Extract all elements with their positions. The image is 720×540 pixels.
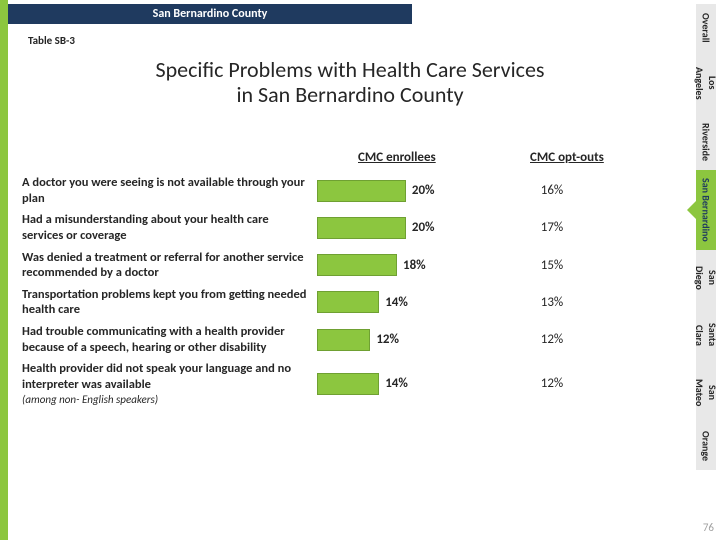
tab-overall[interactable]: Overall — [696, 4, 716, 52]
bar — [317, 217, 406, 239]
row-label: Was denied a treatment or referral for a… — [22, 250, 317, 281]
table-row: Had trouble communicating with a health … — [22, 324, 692, 355]
row-label: Health provider did not speak your langu… — [22, 361, 317, 406]
bar-cell: 14% — [317, 373, 477, 395]
bar-cell: 12% — [317, 329, 477, 351]
tab-riverside[interactable]: Riverside — [696, 114, 716, 170]
col-header-optouts: CMC opt-outs — [530, 150, 604, 165]
optout-value: 16% — [477, 183, 627, 198]
bar-value: 14% — [385, 295, 408, 310]
bar-value: 20% — [412, 183, 435, 198]
page-number: 76 — [703, 521, 714, 534]
tab-san-bernardino[interactable]: San Bernardino — [696, 170, 716, 250]
data-rows: A doctor you were seeing is not availabl… — [22, 175, 692, 412]
side-tabs: OverallLos AngelesRiversideSan Bernardin… — [696, 4, 720, 470]
bar-cell: 14% — [317, 291, 477, 313]
row-label: Had a misunderstanding about your health… — [22, 212, 317, 243]
bar-cell: 20% — [317, 180, 477, 202]
bar-value: 12% — [376, 332, 399, 347]
tab-los-angeles[interactable]: Los Angeles — [696, 52, 716, 114]
tab-san-diego[interactable]: San Diego — [696, 250, 716, 306]
row-label: Had trouble communicating with a health … — [22, 324, 317, 355]
left-accent-stripe — [0, 0, 8, 540]
table-row: A doctor you were seeing is not availabl… — [22, 175, 692, 206]
row-sublabel: (among non- English speakers) — [22, 393, 309, 407]
bar-value: 14% — [385, 376, 408, 391]
bar-cell: 18% — [317, 254, 477, 276]
row-label: Transportation problems kept you from ge… — [22, 287, 317, 318]
bar — [317, 180, 406, 202]
tab-san-mateo[interactable]: San Mateo — [696, 364, 716, 422]
page-title: Specific Problems with Health Care Servi… — [70, 56, 630, 108]
row-label: A doctor you were seeing is not availabl… — [22, 175, 317, 206]
bar — [317, 254, 397, 276]
title-line-1: Specific Problems with Health Care Servi… — [70, 56, 630, 83]
table-row: Was denied a treatment or referral for a… — [22, 250, 692, 281]
bar-value: 18% — [403, 258, 426, 273]
bar — [317, 373, 379, 395]
optout-value: 13% — [477, 295, 627, 310]
title-line-2: in San Bernardino County — [70, 81, 630, 108]
table-number-label: Table SB-3 — [28, 34, 75, 47]
tab-santa-clara[interactable]: Santa Clara — [696, 306, 716, 364]
optout-value: 15% — [477, 258, 627, 273]
table-row: Transportation problems kept you from ge… — [22, 287, 692, 318]
bar-cell: 20% — [317, 217, 477, 239]
tab-orange[interactable]: Orange — [696, 422, 716, 470]
col-header-enrollees: CMC enrollees — [358, 150, 436, 165]
county-title-bar: San Bernardino County — [8, 4, 412, 24]
bar-value: 20% — [412, 220, 435, 235]
bar — [317, 291, 379, 313]
table-row: Had a misunderstanding about your health… — [22, 212, 692, 243]
optout-value: 12% — [477, 332, 627, 347]
bar — [317, 329, 370, 351]
optout-value: 12% — [477, 376, 627, 391]
optout-value: 17% — [477, 220, 627, 235]
table-row: Health provider did not speak your langu… — [22, 361, 692, 406]
